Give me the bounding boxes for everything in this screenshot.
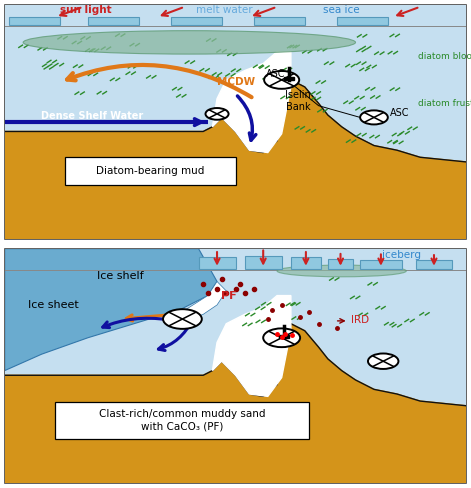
Text: sun light: sun light (60, 5, 111, 15)
Text: melt water: melt water (195, 5, 252, 15)
Bar (199, 257, 236, 268)
Text: diatom bloom: diatom bloom (418, 52, 471, 61)
Polygon shape (171, 282, 226, 319)
Text: Glacial: Glacial (18, 461, 87, 478)
Polygon shape (5, 249, 217, 370)
Bar (415, 261, 453, 268)
Bar (328, 259, 353, 268)
Circle shape (360, 110, 388, 124)
Text: MCDW: MCDW (217, 77, 255, 87)
Text: PF: PF (221, 290, 236, 301)
Circle shape (263, 328, 300, 347)
Polygon shape (212, 52, 291, 153)
Polygon shape (5, 80, 466, 239)
Circle shape (205, 108, 228, 120)
Text: Dense Shelf Water: Dense Shelf Water (41, 111, 144, 121)
Circle shape (163, 309, 202, 329)
Text: ASC: ASC (266, 69, 285, 79)
Text: Iselin
Bank: Iselin Bank (285, 90, 311, 112)
Text: diatom frustule: diatom frustule (418, 99, 471, 108)
FancyBboxPatch shape (65, 157, 236, 185)
Bar (291, 257, 321, 268)
Bar (279, 335, 289, 338)
Bar (284, 77, 293, 80)
Bar (360, 260, 402, 268)
Bar (5, 5, 466, 211)
Ellipse shape (277, 265, 406, 277)
Bar (88, 17, 138, 25)
Text: Diatom-bearing mud: Diatom-bearing mud (96, 166, 204, 176)
Text: Interglacial: Interglacial (18, 217, 133, 235)
Polygon shape (5, 324, 466, 483)
Bar (5, 249, 466, 455)
Bar (337, 17, 388, 25)
Text: IRD: IRD (351, 315, 369, 325)
FancyBboxPatch shape (56, 402, 309, 439)
Text: Clast-rich/common muddy sand
with CaCO₃ (PF): Clast-rich/common muddy sand with CaCO₃ … (99, 409, 266, 431)
Bar (9, 17, 60, 25)
Text: Ice sheet: Ice sheet (28, 300, 79, 310)
Bar (254, 17, 305, 25)
Polygon shape (212, 296, 291, 396)
Text: Ice shelf: Ice shelf (97, 271, 144, 281)
Ellipse shape (23, 31, 356, 54)
Circle shape (368, 353, 398, 369)
Text: iceberg: iceberg (382, 250, 421, 260)
Circle shape (264, 71, 299, 89)
Bar (245, 256, 282, 268)
Text: sea ice: sea ice (324, 5, 360, 15)
Bar (171, 17, 222, 25)
Text: ASC: ASC (390, 108, 410, 118)
